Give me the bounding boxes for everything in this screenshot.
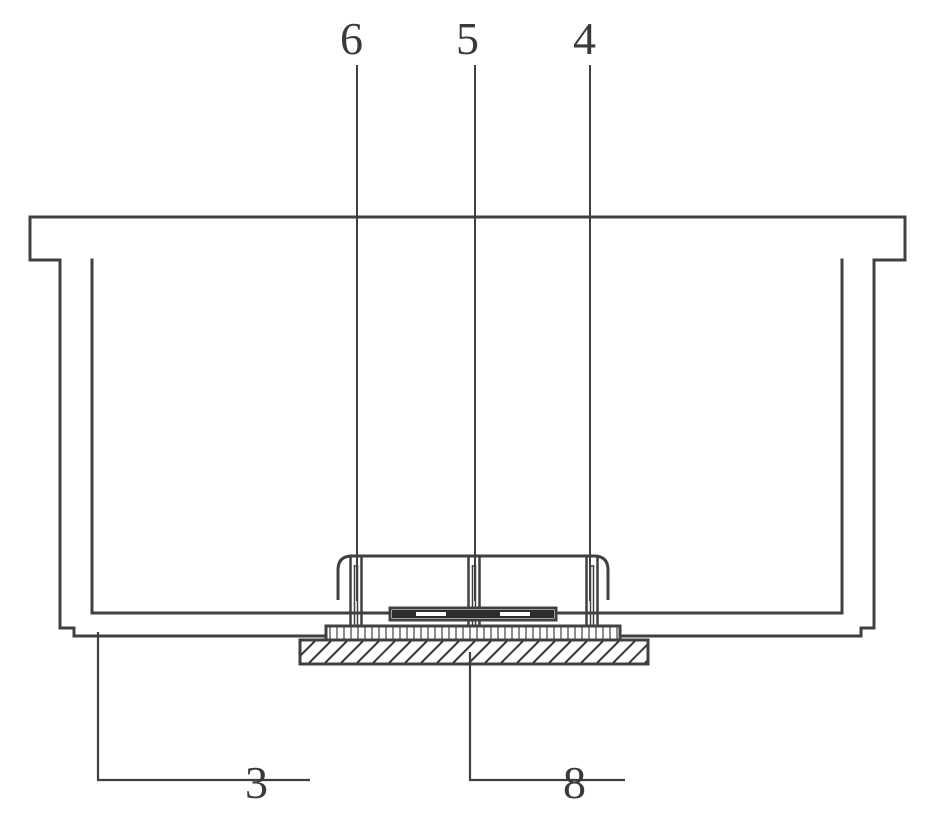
callout-4: 4: [573, 12, 596, 65]
callout-5: 5: [456, 12, 479, 65]
callout-3: 3: [245, 756, 268, 809]
callout-8: 8: [563, 756, 586, 809]
callout-6: 6: [340, 12, 363, 65]
